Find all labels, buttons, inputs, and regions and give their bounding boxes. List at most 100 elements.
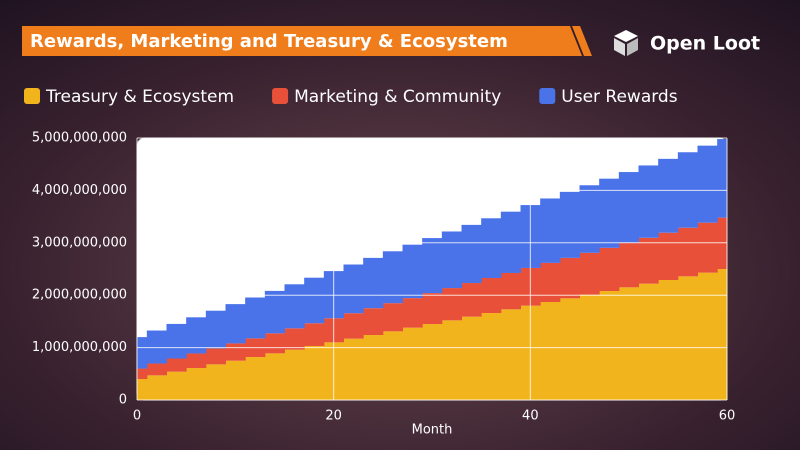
area-segment [284, 349, 305, 400]
area-segment [422, 238, 443, 294]
y-tick-label: 0 [119, 393, 127, 408]
x-tick-label: 40 [522, 409, 539, 424]
area-segment [599, 291, 620, 400]
area-segment [559, 191, 580, 258]
area-segment [697, 272, 718, 400]
area-segment [264, 333, 285, 354]
area-segment [599, 178, 620, 248]
area-segment [441, 231, 462, 289]
area-segment [717, 269, 728, 400]
area-segment [245, 297, 266, 339]
area-segment [441, 320, 462, 400]
area-segment [697, 145, 718, 223]
area-segment [481, 218, 502, 279]
area-segment [500, 272, 521, 310]
x-axis-label: Month [412, 423, 453, 438]
area-segment [166, 358, 187, 372]
area-segment [304, 277, 325, 324]
area-segment [264, 290, 285, 334]
area-segment [638, 165, 659, 238]
area-segment [186, 353, 207, 369]
banner-stripe [572, 26, 592, 56]
x-tick-label: 60 [719, 409, 736, 424]
area-segment [166, 371, 187, 400]
area-segment [559, 257, 580, 299]
area-segment [166, 323, 187, 359]
area-segment [658, 280, 679, 400]
y-tick-label: 3,000,000,000 [32, 235, 127, 250]
area-segment [304, 346, 325, 400]
area-segment [638, 237, 659, 284]
area-segment [343, 313, 364, 339]
area-segment [205, 348, 226, 365]
title-banner [22, 26, 582, 56]
area-segment [363, 257, 384, 309]
legend-label: Treasury & Ecosystem [45, 87, 234, 107]
area-segment [205, 310, 226, 349]
area-segment [402, 298, 423, 328]
legend-swatch [24, 88, 40, 104]
y-tick-label: 5,000,000,000 [32, 131, 127, 146]
brand-logo [614, 30, 638, 56]
area-segment [697, 222, 718, 273]
area-segment [363, 308, 384, 336]
area-segment [264, 353, 285, 400]
area-segment [658, 232, 679, 281]
brand-name: Open Loot [650, 33, 760, 55]
area-segment [146, 330, 167, 364]
legend-swatch [539, 88, 556, 104]
area-segment [559, 298, 580, 400]
legend-label: User Rewards [561, 87, 677, 107]
legend-swatch [272, 88, 289, 104]
area-segment [245, 357, 266, 400]
area-segment [540, 262, 561, 303]
area-segment [402, 244, 423, 299]
chart-title: Rewards, Marketing and Treasury & Ecosys… [30, 31, 508, 52]
area-segment [284, 328, 305, 350]
area-segment [137, 379, 148, 400]
area-segment [461, 283, 482, 317]
area-segment [146, 375, 167, 400]
area-segment [461, 224, 482, 284]
area-segment [618, 287, 639, 400]
area-segment [618, 172, 639, 243]
area-segment [343, 264, 364, 314]
area-segment [481, 313, 502, 400]
area-segment [137, 337, 148, 369]
area-segment [540, 302, 561, 400]
area-segment [441, 288, 462, 321]
area-segment [146, 363, 167, 376]
y-tick-label: 4,000,000,000 [32, 183, 127, 198]
area-segment [540, 198, 561, 263]
area-segment [186, 368, 207, 400]
area-segment [599, 247, 620, 292]
area-segment [382, 303, 403, 332]
area-segment [677, 227, 698, 277]
area-segment [461, 316, 482, 400]
area-segment [579, 185, 600, 253]
area-segment [284, 284, 305, 329]
area-segment [225, 360, 246, 400]
legend-label: Marketing & Community [294, 87, 501, 107]
area-segment [382, 251, 403, 304]
area-segment [658, 158, 679, 233]
area-segment [618, 242, 639, 288]
area-segment [225, 304, 246, 344]
area-segment [343, 338, 364, 400]
area-segment [422, 293, 443, 325]
area-segment [137, 368, 148, 380]
area-segment [717, 139, 728, 218]
area-segment [205, 364, 226, 400]
area-segment [363, 335, 384, 400]
x-tick-label: 20 [325, 409, 342, 424]
x-tick-label: 0 [133, 409, 141, 424]
area-segment [225, 343, 246, 361]
area-segment [717, 217, 728, 269]
area-segment [677, 276, 698, 400]
y-tick-label: 2,000,000,000 [32, 288, 127, 303]
area-segment [304, 323, 325, 347]
area-segment [186, 317, 207, 354]
area-segment [402, 327, 423, 400]
area-segment [500, 309, 521, 400]
